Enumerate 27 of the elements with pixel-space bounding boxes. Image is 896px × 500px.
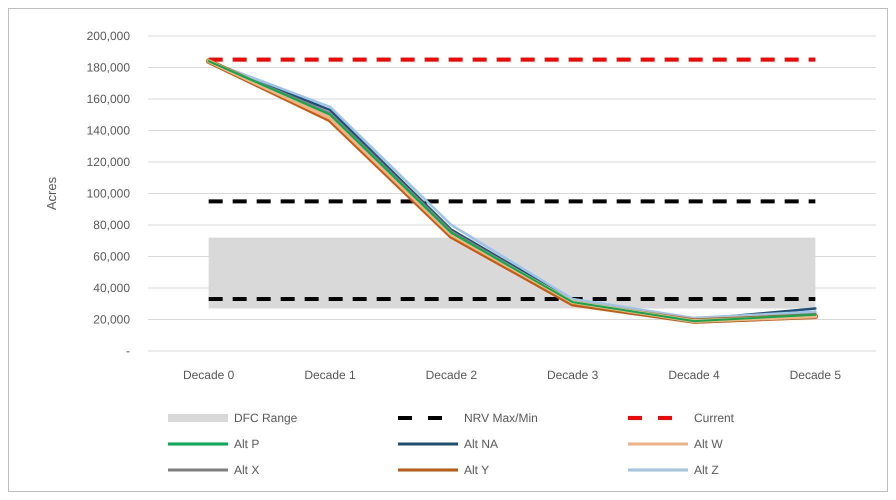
legend-label: Alt X <box>234 463 260 478</box>
y-tick-label: 140,000 <box>86 124 130 138</box>
y-tick-label: - <box>126 344 130 358</box>
legend-label: Current <box>694 411 735 426</box>
y-tick-label: 60,000 <box>93 250 130 264</box>
legend-label: Alt NA <box>464 437 498 452</box>
y-tick-label: 40,000 <box>93 281 130 296</box>
legend-label: Alt Z <box>694 463 719 478</box>
y-axis-title: Acres <box>44 176 59 210</box>
x-tick-label: Decade 3 <box>546 368 599 382</box>
x-tick-label: Decade 2 <box>426 368 478 382</box>
x-tick-label: Decade 4 <box>668 368 720 382</box>
y-tick-label: 20,000 <box>93 312 130 327</box>
y-tick-label: 120,000 <box>86 155 130 170</box>
x-tick-label: Decade 0 <box>182 368 235 382</box>
legend-label: DFC Range <box>234 411 298 426</box>
legend-label: NRV Max/Min <box>464 411 538 426</box>
x-tick-label: Decade 5 <box>790 368 842 382</box>
y-tick-label: 100,000 <box>86 186 130 201</box>
y-tick-label: 180,000 <box>86 60 130 75</box>
legend-label: Alt P <box>234 437 260 452</box>
y-tick-label: 80,000 <box>93 218 130 232</box>
legend-label: Alt W <box>694 437 724 452</box>
legend-label: Alt Y <box>464 463 490 478</box>
x-tick-label: Decade 1 <box>304 368 356 382</box>
y-tick-label: 160,000 <box>86 92 130 106</box>
y-tick-label: 200,000 <box>86 29 130 44</box>
